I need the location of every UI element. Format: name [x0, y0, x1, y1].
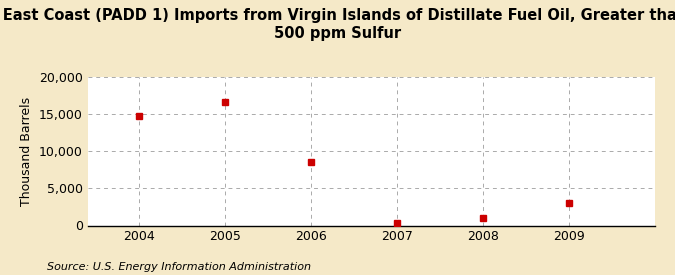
- Text: Annual East Coast (PADD 1) Imports from Virgin Islands of Distillate Fuel Oil, G: Annual East Coast (PADD 1) Imports from …: [0, 8, 675, 41]
- Text: Source: U.S. Energy Information Administration: Source: U.S. Energy Information Administ…: [47, 262, 311, 272]
- Y-axis label: Thousand Barrels: Thousand Barrels: [20, 97, 34, 206]
